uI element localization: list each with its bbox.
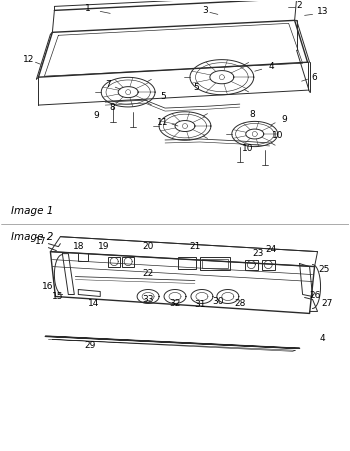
Text: 1: 1 <box>85 4 91 13</box>
Bar <box>108 257 120 267</box>
Bar <box>122 257 134 267</box>
Text: 10: 10 <box>242 144 253 153</box>
Text: 4: 4 <box>320 334 326 343</box>
Bar <box>78 253 88 261</box>
Text: 11: 11 <box>157 118 169 127</box>
Text: 26: 26 <box>309 291 320 300</box>
Bar <box>200 257 230 270</box>
Bar <box>262 260 275 270</box>
Text: 16: 16 <box>42 282 53 291</box>
Text: 9: 9 <box>282 115 288 124</box>
Bar <box>202 258 228 267</box>
Text: Image 1: Image 1 <box>10 206 53 216</box>
Text: 32: 32 <box>169 299 181 308</box>
Text: 13: 13 <box>317 7 328 16</box>
Text: 15: 15 <box>51 292 63 301</box>
Text: 7: 7 <box>105 80 111 89</box>
Text: 2: 2 <box>297 1 302 10</box>
Text: 17: 17 <box>35 237 46 246</box>
Text: 5: 5 <box>160 92 166 101</box>
Text: 24: 24 <box>265 245 276 254</box>
Bar <box>245 260 258 270</box>
Text: 14: 14 <box>88 299 99 308</box>
Text: 28: 28 <box>234 299 245 308</box>
Text: 19: 19 <box>98 242 109 251</box>
Text: 5: 5 <box>193 83 199 92</box>
Text: 10: 10 <box>272 132 284 141</box>
Text: 8: 8 <box>109 102 115 111</box>
Text: 21: 21 <box>189 242 201 251</box>
Text: 6: 6 <box>312 73 317 82</box>
Bar <box>178 257 196 269</box>
Text: 4: 4 <box>269 62 274 71</box>
Text: 23: 23 <box>252 249 264 258</box>
Text: 8: 8 <box>249 110 255 119</box>
Text: 29: 29 <box>85 341 96 350</box>
Text: 3: 3 <box>202 6 208 15</box>
Text: 18: 18 <box>72 242 84 251</box>
Text: 30: 30 <box>212 297 224 306</box>
Text: 9: 9 <box>93 110 99 120</box>
Text: 27: 27 <box>322 299 333 308</box>
Text: 33: 33 <box>142 295 154 304</box>
Text: 12: 12 <box>23 55 34 64</box>
Text: 25: 25 <box>319 265 330 274</box>
Text: 31: 31 <box>194 300 206 309</box>
Text: 20: 20 <box>142 242 154 251</box>
Text: 22: 22 <box>142 269 154 278</box>
Text: Image 2: Image 2 <box>10 232 53 242</box>
